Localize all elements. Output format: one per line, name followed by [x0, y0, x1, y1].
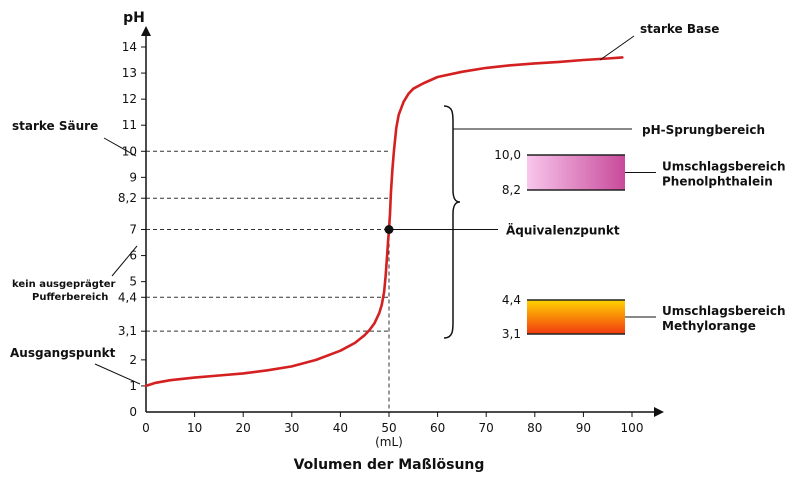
indicator-name1-phenolphthalein: Umschlagsbereich: [662, 160, 786, 174]
y-tick-label-2: 2: [129, 353, 137, 367]
x-tick-label-0: 0: [142, 421, 150, 435]
y-tick-label-6: 6: [129, 249, 137, 263]
y-tick-label-14: 14: [122, 40, 137, 54]
x-tick-label-8: 80: [527, 421, 542, 435]
y-tick-label-3: 3,1: [118, 324, 137, 338]
label-start-point: Ausgangspunkt: [10, 346, 116, 360]
x-tick-label-3: 30: [284, 421, 299, 435]
y-tick-label-0: 0: [129, 405, 137, 419]
jump-range-brace: [443, 105, 461, 339]
indicator-bottom-label-phenolphthalein: 8,2: [502, 183, 521, 197]
y-tick-label-4: 4,4: [118, 290, 137, 304]
label-equivalence-point: Äquivalenzpunkt: [506, 223, 620, 238]
indicator-top-label-methylorange: 4,4: [502, 293, 521, 307]
y-tick-label-8: 8,2: [118, 191, 137, 205]
label-no-buffer-line2: Pufferbereich: [32, 292, 108, 303]
y-tick-label-11: 11: [122, 118, 137, 132]
indicator-bar-phenolphthalein: [527, 155, 625, 190]
y-tick-label-5: 5: [129, 275, 137, 289]
indicator-bars: 10,08,2UmschlagsbereichPhenolphthalein4,…: [494, 148, 785, 341]
y-axis-title: pH: [123, 10, 145, 26]
indicator-bar-methylorange: [527, 300, 625, 334]
indicator-name2-methylorange: Methylorange: [662, 319, 756, 333]
titration-curve: [144, 56, 624, 388]
x-tick-label-1: 10: [187, 421, 202, 435]
leader-no-buffer: [111, 245, 138, 277]
y-tick-label-7: 7: [129, 223, 137, 237]
axes: 0 10 20 30 40 50 60 70 80 90 1000123,14,45678,2910…: [118, 10, 664, 473]
x-tick-label-10: 100: [621, 421, 644, 435]
indicator-top-label-phenolphthalein: 10,0: [494, 148, 521, 162]
x-tick-label-5: 50: [381, 421, 396, 435]
x-tick-label-2: 20: [236, 421, 251, 435]
label-strong-acid: starke Säure: [12, 119, 98, 133]
leader-strong-base: [599, 35, 635, 61]
x-tick-label-9: 90: [576, 421, 591, 435]
x-tick-label-6: 60: [430, 421, 445, 435]
y-tick-label-13: 13: [122, 66, 137, 80]
leader-start-point: [94, 363, 141, 385]
y-tick-label-9: 9: [129, 170, 137, 184]
annotations: starke Base starke Säure kein ausgeprägter…: [10, 22, 765, 385]
indicator-name1-methylorange: Umschlagsbereich: [662, 304, 786, 318]
y-tick-label-12: 12: [122, 92, 137, 106]
label-strong-base: starke Base: [640, 22, 719, 36]
leader-strong-acid: [103, 137, 137, 157]
x-tick-label-7: 70: [479, 421, 494, 435]
x-axis-unit: (mL): [375, 435, 403, 449]
reference-lines: [146, 150, 390, 412]
indicator-bottom-label-methylorange: 3,1: [502, 327, 521, 341]
x-tick-label-4: 40: [333, 421, 348, 435]
y-tick-label-10: 10: [122, 144, 137, 158]
label-jump-range: pH-Sprungbereich: [642, 123, 765, 137]
label-no-buffer-line1: kein ausgeprägter: [12, 279, 116, 290]
x-axis-title: Volumen der Maßlösung: [294, 457, 485, 473]
y-tick-label-1: 1: [129, 379, 137, 393]
titration-curve-group: [144, 56, 624, 388]
indicator-name2-phenolphthalein: Phenolphthalein: [662, 175, 773, 189]
